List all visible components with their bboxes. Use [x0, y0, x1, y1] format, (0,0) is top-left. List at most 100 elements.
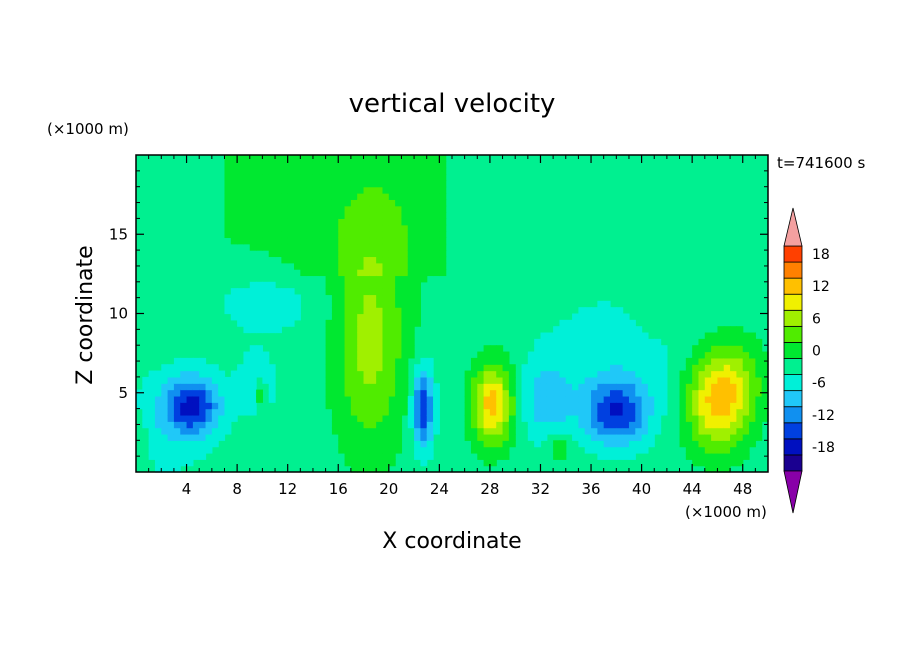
field-cell	[350, 402, 358, 410]
field-cell	[635, 383, 643, 391]
field-cell	[483, 446, 491, 454]
field-cell	[331, 231, 339, 239]
field-cell	[395, 161, 403, 169]
field-cell	[186, 383, 194, 391]
field-cell	[401, 193, 409, 200]
field-cell	[433, 421, 440, 429]
field-cell	[224, 294, 232, 302]
field-cell	[749, 338, 756, 346]
field-cell	[730, 389, 737, 397]
field-cell	[268, 155, 276, 162]
field-cell	[224, 421, 232, 429]
field-cell	[527, 433, 535, 441]
field-cell	[186, 370, 194, 378]
field-cell	[527, 414, 535, 422]
field-cell	[199, 402, 207, 410]
field-cell	[382, 351, 390, 359]
field-cell	[319, 237, 327, 245]
field-cell	[527, 357, 535, 365]
field-cell	[591, 408, 598, 416]
field-cell	[331, 300, 339, 308]
field-cell	[357, 307, 365, 315]
field-cell	[730, 408, 737, 416]
field-cell	[426, 174, 434, 181]
field-cell	[439, 250, 447, 258]
field-cell	[218, 433, 226, 441]
field-cell	[243, 357, 251, 365]
field-cell	[420, 395, 428, 403]
field-cell	[572, 395, 579, 403]
field-cell	[338, 402, 346, 410]
field-cell	[401, 218, 409, 226]
field-cell	[749, 332, 756, 340]
field-cell	[717, 465, 725, 473]
field-cell	[262, 231, 270, 239]
field-cell	[369, 319, 377, 327]
field-cell	[502, 446, 510, 454]
field-cell	[173, 376, 181, 384]
field-cell	[439, 262, 447, 270]
field-cell	[369, 326, 377, 334]
field-cell	[749, 414, 756, 422]
field-cell	[749, 440, 756, 448]
field-cell	[489, 389, 497, 397]
field-cell	[325, 376, 333, 384]
field-cell	[256, 224, 263, 232]
field-cell	[388, 332, 396, 340]
field-cell	[357, 288, 365, 296]
field-cell	[426, 180, 434, 188]
field-cell	[173, 459, 181, 467]
field-cell	[723, 452, 731, 460]
field-cell	[148, 421, 156, 429]
field-cell	[142, 414, 150, 422]
field-cell	[635, 402, 643, 410]
field-cell	[591, 357, 598, 365]
field-cell	[180, 459, 188, 467]
field-cell	[281, 205, 289, 213]
field-cell	[363, 193, 371, 200]
field-cell	[294, 243, 301, 251]
field-cell	[717, 408, 725, 416]
field-cell	[692, 421, 700, 429]
field-cell	[692, 452, 700, 460]
field-cell	[414, 218, 421, 226]
field-cell	[243, 376, 251, 384]
field-cell	[211, 402, 219, 410]
x-tick-label: 40	[632, 480, 651, 498]
field-cell	[502, 414, 510, 422]
field-cell	[256, 370, 263, 378]
field-cell	[237, 300, 245, 308]
field-cell	[268, 250, 276, 258]
field-cell	[704, 332, 712, 340]
field-cell	[338, 345, 346, 353]
field-cell	[470, 370, 478, 378]
field-cell	[553, 440, 561, 448]
field-cell	[369, 307, 377, 315]
field-cell	[407, 212, 415, 219]
field-cell	[641, 338, 649, 346]
field-cell	[338, 338, 346, 346]
field-cell	[685, 440, 693, 448]
field-cell	[616, 332, 624, 340]
field-cell	[180, 389, 188, 397]
field-cell	[249, 319, 257, 327]
field-cell	[685, 414, 693, 422]
field-cell	[300, 167, 308, 175]
field-cell	[559, 338, 567, 346]
field-cell	[401, 224, 409, 232]
field-cell	[407, 161, 415, 169]
field-cell	[433, 174, 440, 181]
field-cell	[414, 364, 421, 372]
field-cell	[382, 465, 390, 473]
field-cell	[350, 319, 358, 327]
field-cell	[622, 364, 630, 372]
field-cell	[711, 351, 719, 359]
field-cell	[692, 446, 700, 454]
field-cell	[344, 370, 352, 378]
field-cell	[483, 351, 491, 359]
field-cell	[287, 237, 295, 245]
field-cell	[199, 421, 207, 429]
field-cell	[603, 351, 611, 359]
field-cell	[433, 155, 440, 162]
field-cell	[572, 326, 579, 334]
